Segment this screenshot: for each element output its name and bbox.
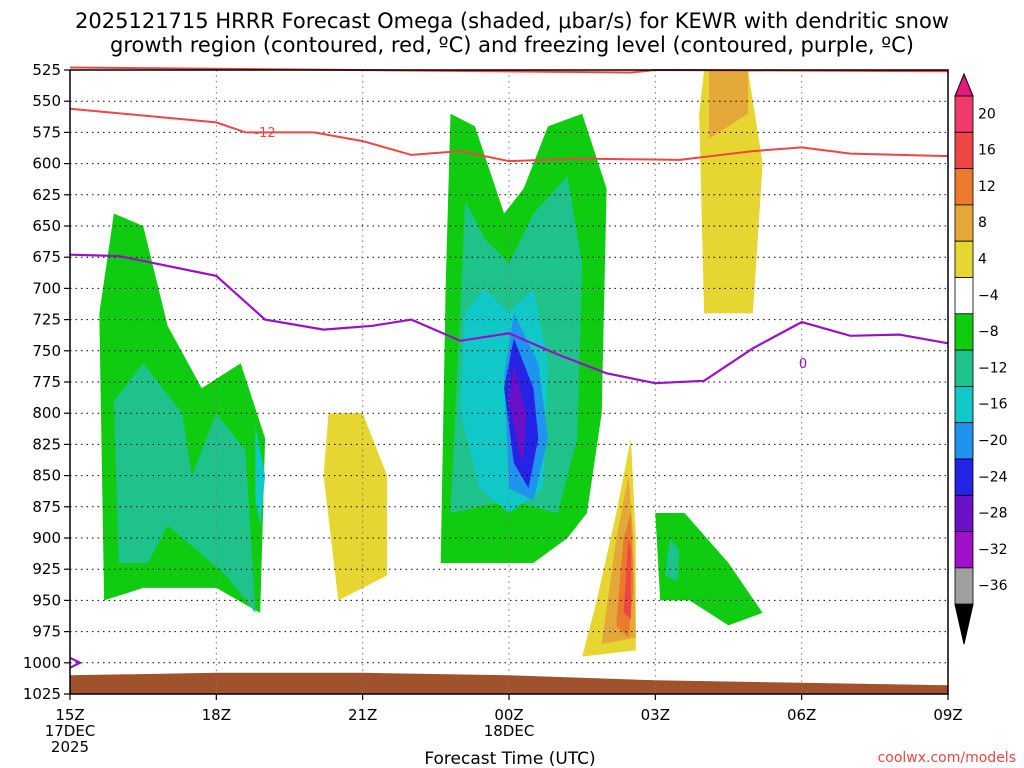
y-axis: 525 550 575 600 625 650 675 700 725 750 775 800 825 8… (23, 61, 70, 703)
y-tick-label: 900 (32, 529, 61, 547)
colorbar-swatch (954, 168, 974, 206)
omega-region-13 (665, 538, 680, 582)
freezing-level-surface-hook (69, 656, 83, 669)
y-tick-label: 525 (32, 61, 61, 79)
colorbar-label: 12 (978, 179, 996, 195)
y-tick-label: 800 (32, 404, 61, 422)
x-tick-date-label: 17DEC (45, 722, 96, 740)
x-axis-title: Forecast Time (UTC) (424, 749, 595, 768)
y-tick-label: 650 (32, 217, 61, 235)
chart-title-line-1: 2025121715 HRRR Forecast Omega (shaded, … (75, 9, 949, 33)
x-tick-label: 21Z (348, 706, 377, 724)
colorbar-label: 8 (978, 215, 987, 231)
y-tick-label: 850 (32, 467, 61, 485)
dgz-contour-line (69, 107, 949, 163)
colorbar-label: 16 (978, 143, 996, 159)
y-tick-label: 750 (32, 342, 61, 360)
colorbar-swatch (954, 458, 974, 496)
colorbar-swatch (954, 204, 974, 242)
colorbar-swatch (954, 531, 974, 569)
colorbar-swatch (954, 313, 974, 351)
colorbar-label: −8 (978, 324, 999, 340)
colorbar-swatch (954, 422, 974, 460)
y-tick-label: 625 (32, 186, 61, 204)
x-tick-label: 15Z (55, 706, 84, 724)
omega-region-10 (509, 363, 527, 464)
x-tick-date-label: 18DEC (484, 722, 535, 740)
colorbar-swatch (954, 95, 974, 133)
colorbar-label: −36 (978, 578, 1008, 594)
colorbar: 20 16 12 8 4 −4 −8 −12 −16 −20 −24 −28 −32 −36 (954, 72, 1008, 645)
ground-surface (70, 672, 948, 694)
omega-region-19 (362, 275, 388, 339)
colorbar-label: −32 (978, 542, 1008, 558)
omega-region-17 (323, 413, 388, 601)
grid-lines (70, 70, 948, 694)
y-tick-label: 1025 (23, 685, 61, 703)
x-tick-label: 03Z (641, 706, 670, 724)
omega-shaded-regions (89, 70, 909, 676)
omega-region-18 (338, 70, 383, 177)
omega-region-28 (843, 388, 853, 501)
colorbar-swatch (954, 567, 974, 605)
omega-region-2 (113, 363, 256, 613)
colorbar-swatch (954, 240, 974, 278)
watermark-text: coolwx.com/models (878, 750, 1016, 766)
y-tick-label: 925 (32, 560, 61, 578)
omega-region-3 (255, 425, 266, 526)
omega-region-24 (623, 538, 631, 620)
colorbar-label: −4 (978, 288, 999, 304)
x-tick-label: 06Z (787, 706, 816, 724)
x-tick-label: 09Z (933, 706, 962, 724)
y-tick-label: 825 (32, 435, 61, 453)
omega-region-14 (796, 169, 807, 376)
y-tick-label: 950 (32, 591, 61, 609)
colorbar-label: 20 (978, 106, 996, 122)
y-tick-label: 700 (32, 279, 61, 297)
colorbar-label: −20 (978, 433, 1008, 449)
y-tick-label: 675 (32, 248, 61, 266)
colorbar-label: −28 (978, 506, 1008, 522)
y-tick-label: 975 (32, 623, 61, 641)
freezing-contour-label: 0 (799, 357, 807, 372)
colorbar-swatch (954, 349, 974, 387)
x-tick-label: 00Z (494, 706, 523, 724)
colorbar-label: −24 (978, 469, 1008, 485)
y-tick-label: 550 (32, 92, 61, 110)
y-tick-label: 875 (32, 498, 61, 516)
freezing-level-line (69, 253, 949, 385)
colorbar-label: −12 (978, 360, 1008, 376)
colorbar-swatch (954, 131, 974, 170)
colorbar-swatch (954, 277, 974, 315)
x-tick-label: 18Z (202, 706, 231, 724)
colorbar-swatch (954, 494, 974, 532)
colorbar-swatch (954, 385, 974, 424)
dgz-contour-label: -12 (254, 126, 275, 141)
ground-fill (70, 672, 948, 694)
y-tick-label: 600 (32, 155, 61, 173)
y-tick-label: 775 (32, 373, 61, 391)
omega-region-27 (709, 70, 748, 139)
x-tick-year-label: 2025 (51, 738, 89, 756)
colorbar-top-cap (954, 72, 974, 97)
omega-region-15 (899, 569, 909, 620)
chart-title-line-2: growth region (contoured, red, ºC) and f… (110, 33, 914, 57)
y-tick-label: 575 (32, 123, 61, 141)
y-tick-label: 1000 (23, 654, 61, 672)
colorbar-label: 4 (978, 252, 987, 268)
colorbar-bottom-cap (954, 603, 974, 645)
colorbar-label: −16 (978, 397, 1008, 413)
y-tick-label: 725 (32, 311, 61, 329)
